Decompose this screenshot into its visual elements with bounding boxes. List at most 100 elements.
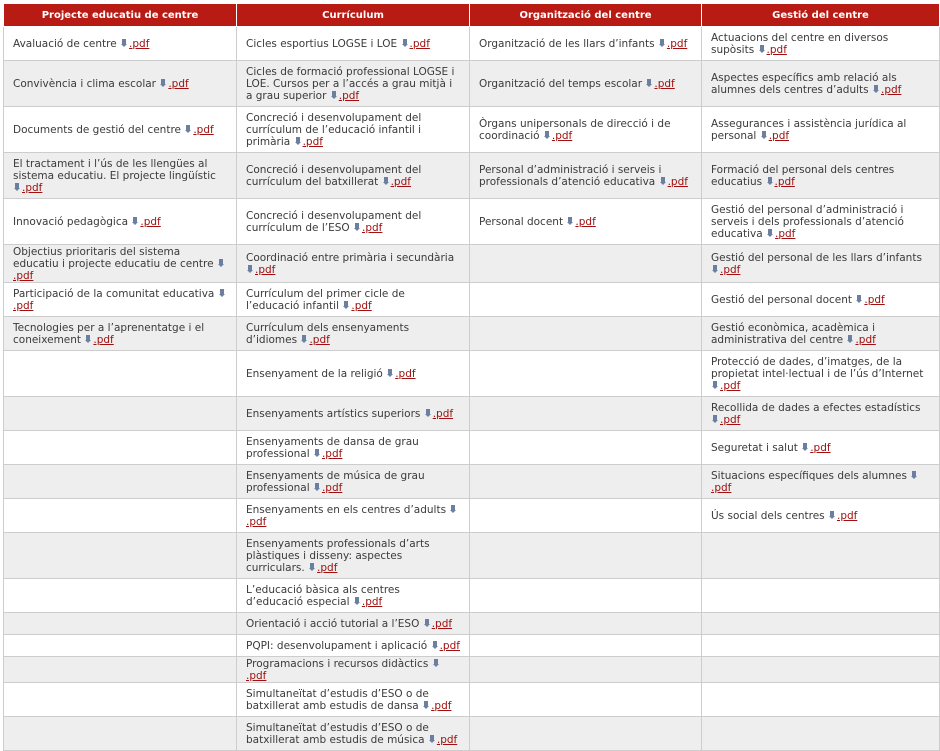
cell-organitzacio [469,716,702,751]
document-title: Programacions i recursos didàctics [246,658,429,670]
cell-projecte-educatiu [3,612,237,635]
pdf-link[interactable]: .pdf [720,264,741,276]
document-title: Cicles de formació professional LOGSE i … [246,66,455,102]
pdf-link[interactable]: .pdf [654,78,675,90]
cell-projecte-educatiu: Participació de la comunitat educativa .… [3,282,237,317]
pdf-link[interactable]: .pdf [432,408,454,420]
pdf-link[interactable]: .pdf [766,44,787,56]
pdf-link[interactable]: .pdf [880,84,902,96]
pdf-link[interactable]: .pdf [864,294,885,306]
pdf-link[interactable]: .pdf [255,264,276,276]
pdf-link[interactable]: .pdf [551,130,573,142]
pdf-link[interactable]: .pdf [338,90,360,102]
cell-projecte-educatiu [3,716,237,751]
cell-projecte-educatiu [3,578,237,613]
cell-projecte-educatiu: Innovació pedagògica .pdf [3,198,237,245]
document-title: El tractament i l’ús de les llengües al … [13,158,216,182]
document-title: Objectius prioritaris del sistema educat… [13,246,214,270]
pdf-link[interactable]: .pdf [439,640,460,652]
pdf-link[interactable]: .pdf [810,442,831,454]
document-title: Seguretat i salut [711,442,798,454]
pdf-link[interactable]: .pdf [711,482,732,494]
pdf-link[interactable]: .pdf [362,222,383,234]
cell-gestio: Situacions específiques dels alumnes .pd… [701,464,940,499]
pdf-link[interactable]: .pdf [193,124,214,136]
pdf-link[interactable]: .pdf [317,562,338,574]
cell-organitzacio [469,532,702,579]
document-title: Situacions específiques dels alumnes [711,470,907,482]
pdf-link[interactable]: .pdf [768,130,790,142]
pdf-link[interactable]: .pdf [246,670,267,682]
pdf-link[interactable]: .pdf [22,182,43,194]
cell-projecte-educatiu [3,350,237,397]
cell-gestio: Protecció de dades, d’imatges, de la pro… [701,350,940,397]
pdf-link[interactable]: .pdf [666,38,688,50]
column-header-gestio: Gestió del centre [701,3,940,27]
document-title: Formació del personal dels centres educa… [711,164,895,188]
download-icon [309,563,316,571]
table-row: Avaluació de centre .pdf Cicles esportius… [3,26,940,61]
pdf-link[interactable]: .pdf [351,300,372,312]
pdf-link[interactable]: .pdf [855,334,876,346]
cell-curriculum: Ensenyaments professionals d’arts plàsti… [236,532,470,579]
document-title: Orientació i acció tutorial a l’ESO [246,618,420,630]
pdf-link[interactable]: .pdf [720,380,741,392]
cell-organitzacio [469,656,702,683]
pdf-link[interactable]: .pdf [431,700,452,712]
document-title: Ús social dels centres [711,510,825,522]
pdf-link[interactable]: .pdf [720,414,741,426]
pdf-link[interactable]: .pdf [168,78,189,90]
pdf-link[interactable]: .pdf [13,300,34,312]
pdf-link[interactable]: .pdf [140,216,161,228]
cell-organitzacio [469,430,702,465]
cell-gestio: Ús social dels centres .pdf [701,498,940,533]
pdf-link[interactable]: .pdf [667,176,688,188]
pdf-link[interactable]: .pdf [302,136,323,148]
download-icon [313,449,320,457]
cell-projecte-educatiu: El tractament i l’ús de les llengües al … [3,152,237,199]
pdf-link[interactable]: .pdf [13,270,34,282]
pdf-link[interactable]: .pdf [129,38,150,50]
pdf-link[interactable]: .pdf [575,216,596,228]
pdf-link[interactable]: .pdf [774,176,795,188]
download-icon [432,659,439,667]
pdf-link[interactable]: .pdf [775,228,796,240]
table-header-row: Projecte educatiu de centre Currículum O… [3,3,940,27]
download-icon [847,335,854,343]
download-icon [450,505,457,513]
pdf-link[interactable]: .pdf [390,176,411,188]
table-row: Ensenyaments professionals d’arts plàsti… [3,532,940,579]
cell-organitzacio [469,612,702,635]
download-icon [766,177,773,185]
document-title: Ensenyaments de música de grau professio… [246,470,425,494]
document-title: Personal d’administració i serveis i pro… [479,164,662,188]
pdf-link[interactable]: .pdf [309,334,330,346]
document-title: Protecció de dades, d’imatges, de la pro… [711,356,924,380]
document-title: Ensenyaments en els centres d’adults [246,504,447,516]
cell-projecte-educatiu [3,656,237,683]
column-header-projecte-educatiu: Projecte educatiu de centre [3,3,237,27]
pdf-link[interactable]: .pdf [836,510,858,522]
download-icon [828,511,835,519]
pdf-link[interactable]: .pdf [321,448,343,460]
cell-organitzacio: Personal docent .pdf [469,198,702,245]
download-icon [712,265,718,273]
cell-gestio: Recollida de dades a efectes estadístics… [701,396,940,431]
pdf-link[interactable]: .pdf [431,618,453,630]
download-icon [121,39,128,47]
pdf-link[interactable]: .pdf [436,734,458,746]
download-icon [911,471,918,479]
pdf-link[interactable]: .pdf [246,516,267,528]
download-icon [401,39,408,47]
document-title: Simultaneïtat d’estudis d’ESO o de batxi… [246,688,429,712]
pdf-link[interactable]: .pdf [361,596,383,608]
pdf-link[interactable]: .pdf [409,38,430,50]
cell-gestio [701,634,940,657]
cell-gestio: Assegurances i assistència jurídica al p… [701,106,940,153]
pdf-link[interactable]: .pdf [395,368,416,380]
download-icon [247,265,253,273]
download-icon [218,289,225,297]
cell-gestio: Seguretat i salut .pdf [701,430,940,465]
pdf-link[interactable]: .pdf [93,334,114,346]
pdf-link[interactable]: .pdf [321,482,343,494]
